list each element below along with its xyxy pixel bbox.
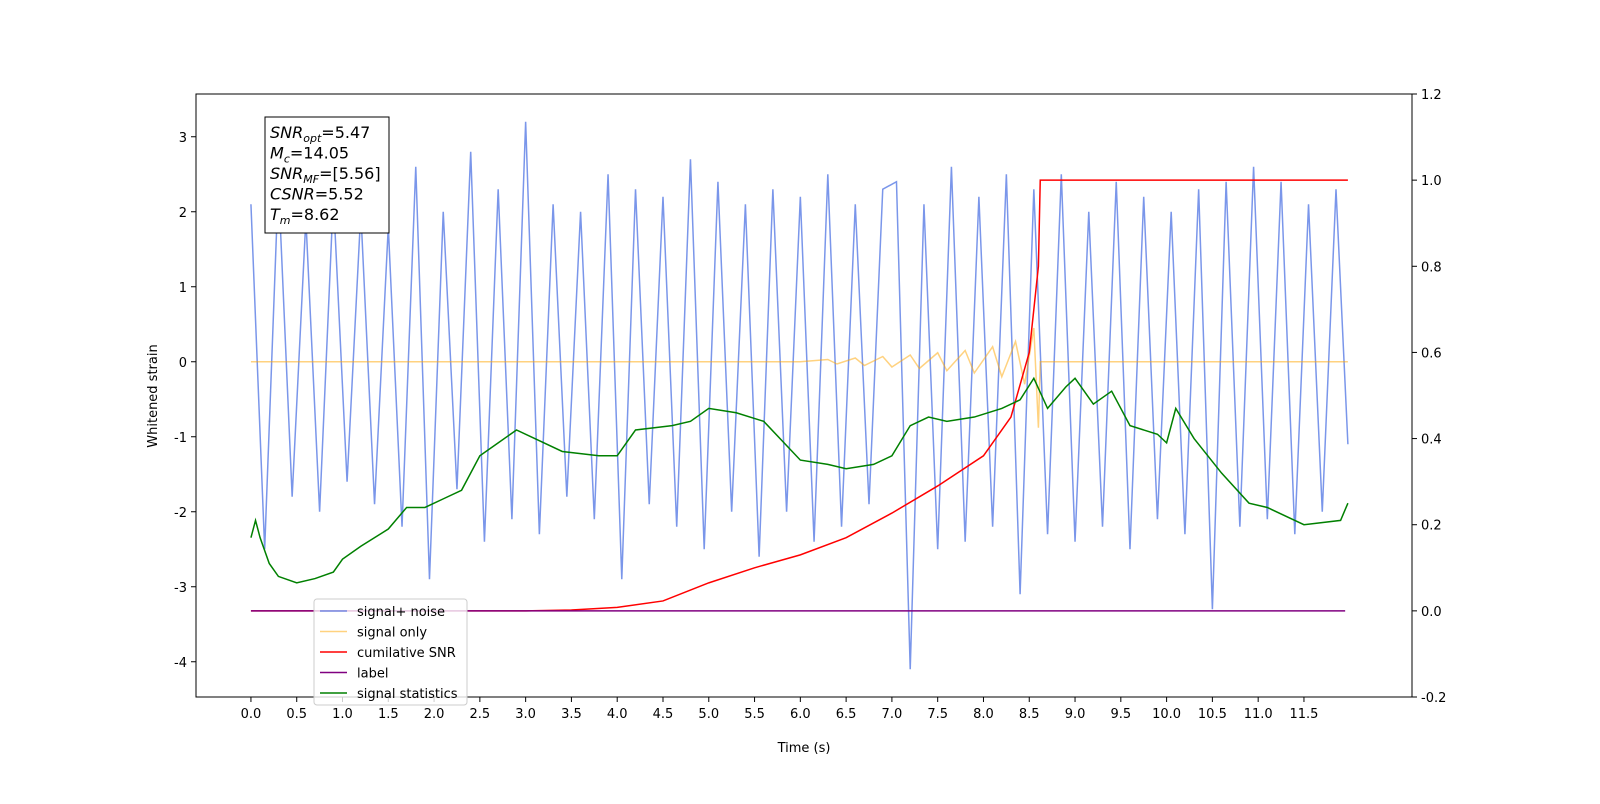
y2-tick-label: 1.2 xyxy=(1421,88,1442,103)
y-tick-label: -1 xyxy=(174,431,187,446)
x-tick-label: 0.0 xyxy=(241,707,262,722)
y-tick-label: 1 xyxy=(179,281,187,296)
legend-label: signal+ noise xyxy=(357,605,445,620)
x-tick-label: 11.5 xyxy=(1289,707,1318,722)
y-tick-label: 3 xyxy=(179,131,187,146)
x-tick-label: 6.0 xyxy=(790,707,811,722)
legend-label: cumilative SNR xyxy=(357,646,456,661)
legend-label: signal only xyxy=(357,626,427,641)
x-tick-label: 3.5 xyxy=(561,707,582,722)
x-tick-label: 9.0 xyxy=(1065,707,1086,722)
annotation-line: SNRopt=5.47 xyxy=(270,123,370,145)
annotation-base: SNR xyxy=(270,123,303,142)
x-tick-label: 11.0 xyxy=(1244,707,1273,722)
y2-tick-label: 0.0 xyxy=(1421,605,1442,620)
y-tick-label: 2 xyxy=(179,206,187,221)
annotation-line: Mc=14.05 xyxy=(270,144,349,166)
y2-tick-label: 1.0 xyxy=(1421,174,1442,189)
x-tick-label: 1.0 xyxy=(332,707,353,722)
annotation-rest: =5.47 xyxy=(321,123,370,142)
annotation-box xyxy=(264,116,390,234)
x-tick-label: 6.5 xyxy=(836,707,857,722)
plot-frame xyxy=(195,93,1413,698)
x-axis-label: Time (s) xyxy=(777,741,831,756)
series-line xyxy=(250,179,1348,612)
y-tick-label: 0 xyxy=(179,356,187,371)
annotation-sub: m xyxy=(280,214,291,227)
x-tick-label: 7.5 xyxy=(927,707,948,722)
annotation-line: CSNR=5.52 xyxy=(270,185,364,204)
x-tick-label: 1.5 xyxy=(378,707,399,722)
x-tick-label: 8.0 xyxy=(973,707,994,722)
x-tick-label: 7.0 xyxy=(882,707,903,722)
x-tick-label: 9.5 xyxy=(1110,707,1131,722)
x-tick-label: 5.5 xyxy=(744,707,765,722)
annotation-sub: MF xyxy=(303,173,319,186)
annotation-rest: =[5.56] xyxy=(319,164,381,183)
x-tick-label: 0.5 xyxy=(286,707,307,722)
y-axis-label: Whitened strain xyxy=(146,344,161,447)
x-tick-label: 2.5 xyxy=(470,707,491,722)
annotation-line: SNRMF=[5.56] xyxy=(270,164,381,186)
annotation-base: CSNR xyxy=(270,185,315,204)
series-line xyxy=(250,327,1348,428)
legend-box xyxy=(313,598,468,706)
annotation-sub: opt xyxy=(303,132,322,145)
annotation-line: Tm=8.62 xyxy=(270,205,340,227)
legend-label: signal statistics xyxy=(357,687,458,702)
y2-tick-label: 0.8 xyxy=(1421,260,1442,275)
x-tick-label: 10.5 xyxy=(1198,707,1227,722)
annotation-base: M xyxy=(270,144,284,163)
x-tick-label: 2.0 xyxy=(424,707,445,722)
y2-tick-label: 0.2 xyxy=(1421,519,1442,534)
x-tick-label: 5.0 xyxy=(698,707,719,722)
x-tick-label: 4.5 xyxy=(653,707,674,722)
series-line xyxy=(250,376,1349,584)
y2-tick-label: 0.4 xyxy=(1421,433,1442,448)
legend-label: label xyxy=(357,667,388,682)
annotation-base: SNR xyxy=(270,164,303,183)
annotation-rest: =14.05 xyxy=(290,144,349,163)
x-tick-label: 10.0 xyxy=(1152,707,1181,722)
annotation-base: T xyxy=(270,205,281,224)
y2-tick-label: -0.2 xyxy=(1421,691,1446,706)
x-tick-label: 3.0 xyxy=(515,707,536,722)
y-tick-label: -2 xyxy=(174,506,187,521)
y-tick-label: -3 xyxy=(174,581,187,596)
annotation-sub: c xyxy=(284,153,290,166)
series-line xyxy=(250,121,1349,670)
y-tick-label: -4 xyxy=(174,656,187,671)
y2-tick-label: 0.6 xyxy=(1421,346,1442,361)
annotation-rest: =5.52 xyxy=(315,185,364,204)
x-tick-label: 8.5 xyxy=(1019,707,1040,722)
x-tick-label: 4.0 xyxy=(607,707,628,722)
annotation-rest: =8.62 xyxy=(291,205,340,224)
